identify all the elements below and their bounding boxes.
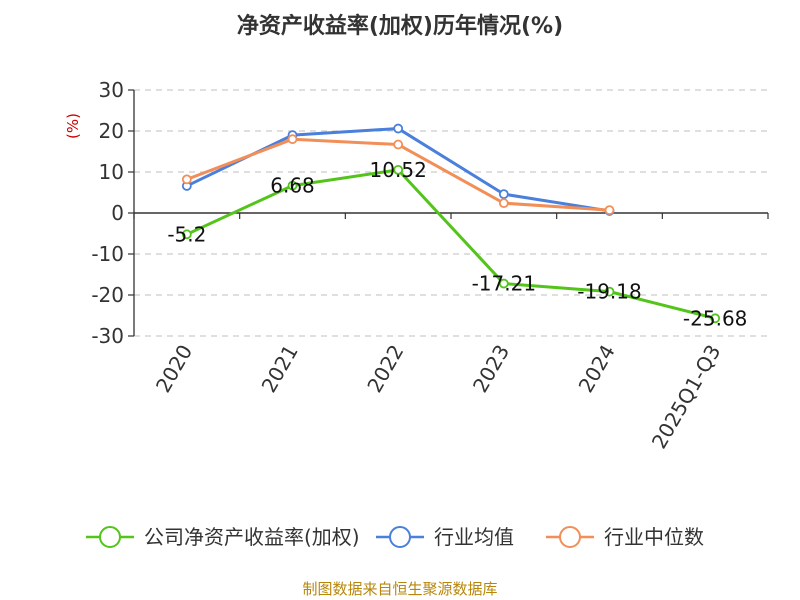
x-tick-label: 2020: [151, 341, 197, 397]
data-point: [710, 313, 721, 324]
data-label: 10.52: [370, 158, 427, 182]
data-label: 6.68: [270, 174, 315, 198]
x-tick-label: 2024: [574, 341, 620, 397]
data-point: [498, 278, 509, 289]
y-tick-label: 30: [99, 78, 124, 102]
source-note: 制图数据来自恒生聚源数据库: [302, 580, 497, 598]
chart-title: 净资产收益率(加权)历年情况(%): [237, 13, 563, 39]
data-label: -17.21: [472, 272, 536, 296]
y-axis-unit: (%): [64, 113, 82, 139]
data-labels: -5.2 6.68 10.52 -17.21 -19.18 -25.68: [167, 158, 747, 330]
legend-label: 公司净资产收益率(加权): [144, 525, 360, 549]
data-point: [287, 134, 298, 145]
data-point: [181, 174, 192, 185]
data-point: [498, 198, 509, 209]
y-tick-label: 10: [99, 160, 124, 184]
data-point: [181, 229, 192, 240]
data-label: -19.18: [577, 280, 641, 304]
data-point: [498, 189, 509, 200]
y-tick-label: -20: [91, 283, 124, 307]
data-point: [393, 164, 404, 175]
series: [181, 123, 721, 324]
x-tick-label: 2021: [257, 341, 303, 397]
data-point: [393, 139, 404, 150]
data-label: -5.2: [167, 222, 206, 246]
legend-label: 行业中位数: [604, 525, 704, 549]
legend: 公司净资产收益率(加权) 行业均值 行业中位数: [86, 525, 704, 549]
grid: [134, 89, 768, 337]
data-point: [604, 205, 615, 216]
x-tick-label: 2023: [468, 341, 514, 397]
data-label: -25.68: [683, 306, 747, 330]
legend-swatch-marker: [99, 526, 121, 548]
data-point: [604, 286, 615, 297]
data-point: [287, 180, 298, 191]
x-tick-label: 2025Q1-Q3: [647, 341, 726, 453]
y-tick-label: -30: [91, 324, 124, 348]
legend-swatch-marker: [559, 526, 581, 548]
x-tick-label: 2022: [362, 341, 408, 397]
legend-label: 行业均值: [434, 525, 514, 549]
axes: 30 20 10 0 -10 -20 -30 2020 2021 2022 2023 2024 2025…: [91, 78, 769, 453]
y-tick-label: -10: [91, 242, 124, 266]
y-tick-label: 0: [111, 201, 124, 225]
legend-swatch-marker: [389, 526, 411, 548]
data-point: [393, 123, 404, 134]
y-tick-label: 20: [99, 119, 124, 143]
series-line: [186, 168, 716, 320]
